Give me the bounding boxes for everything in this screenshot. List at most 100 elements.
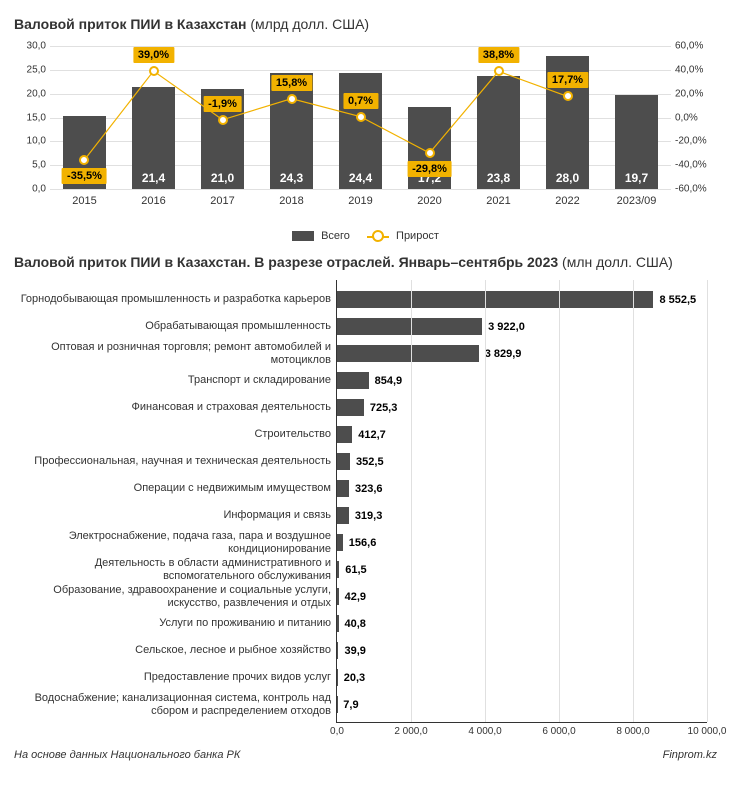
hbar (337, 534, 343, 551)
y-right-label: -20,0% (675, 136, 717, 147)
hbar-value-label: 7,9 (343, 699, 358, 711)
hbar-value-label: 412,7 (358, 429, 386, 441)
hbar-category-label: Горнодобывающая промышленность и разрабо… (19, 293, 337, 306)
growth-badge: 39,0% (133, 47, 174, 63)
hbar-category-label: Финансовая и страховая деятельность (19, 401, 337, 414)
x-gridline (485, 280, 486, 722)
hbar-row: Оптовая и розничная торговля; ремонт авт… (337, 340, 707, 367)
y-right-label: -60,0% (675, 184, 717, 195)
x-category-label: 2017 (188, 195, 257, 207)
hbar (337, 507, 349, 524)
hbar-row: Электроснабжение, подача газа, пара и во… (337, 529, 707, 556)
y-left-label: 15,0 (14, 112, 46, 123)
growth-badge: -29,8% (407, 161, 452, 177)
line-marker (494, 66, 504, 76)
hbar-row: Профессиональная, научная и техническая … (337, 448, 707, 475)
hbar-value-label: 8 552,5 (659, 294, 696, 306)
hbar (337, 291, 653, 308)
y-left-label: 0,0 (14, 184, 46, 195)
x-gridline (411, 280, 412, 722)
hbar-row: Транспорт и складирование854,9 (337, 367, 707, 394)
growth-badge: -35,5% (62, 168, 107, 184)
hbar-row: Образование, здравоохранение и социальны… (337, 583, 707, 610)
x-gridline (559, 280, 560, 722)
growth-badge: 15,8% (271, 75, 312, 91)
hbar (337, 588, 339, 605)
hbar-value-label: 725,3 (370, 402, 398, 414)
hbar-value-label: 323,6 (355, 483, 383, 495)
line-marker (79, 155, 89, 165)
line-marker (218, 115, 228, 125)
y-right-label: 20,0% (675, 88, 717, 99)
x-gridline (707, 280, 708, 722)
hbar-value-label: 319,3 (355, 510, 383, 522)
growth-badge: -1,9% (203, 96, 242, 112)
x-category-label: 2022 (533, 195, 602, 207)
gridline (50, 189, 671, 190)
hbar-value-label: 3 922,0 (488, 321, 525, 333)
chart1-title-bold: Валовой приток ПИИ в Казахстан (14, 16, 247, 32)
x-category-label: 2016 (119, 195, 188, 207)
y-left-label: 20,0 (14, 88, 46, 99)
y-left-label: 5,0 (14, 160, 46, 171)
hbar-row: Обрабатывающая промышленность3 922,0 (337, 313, 707, 340)
hbar-category-label: Деятельность в области административного… (19, 557, 337, 582)
chart2-title: Валовой приток ПИИ в Казахстан. В разрез… (14, 254, 717, 270)
hbar (337, 669, 338, 686)
hbar (337, 453, 350, 470)
hbar (337, 399, 364, 416)
chart2-title-unit: (млн долл. США) (562, 254, 673, 270)
hbar-category-label: Сельское, лесное и рыбное хозяйство (19, 644, 337, 657)
growth-badge: 0,7% (343, 93, 378, 109)
y-right-label: 0,0% (675, 112, 717, 123)
hbar-row: Горнодобывающая промышленность и разрабо… (337, 286, 707, 313)
x-axis-label: 4 000,0 (468, 726, 501, 737)
y-left-label: 10,0 (14, 136, 46, 147)
x-category-label: 2019 (326, 195, 395, 207)
hbar-value-label: 40,8 (345, 618, 366, 630)
hbar (337, 561, 339, 578)
hbar (337, 615, 339, 632)
footer-brand: Finprom.kz (663, 749, 717, 761)
hbar (337, 642, 338, 659)
hbar-category-label: Информация и связь (19, 509, 337, 522)
hbar-row: Сельское, лесное и рыбное хозяйство39,9 (337, 637, 707, 664)
hbar (337, 345, 479, 362)
footer: На основе данных Национального банка РК … (14, 749, 717, 761)
hbar-category-label: Профессиональная, научная и техническая … (19, 455, 337, 468)
hbar (337, 372, 369, 389)
x-category-label: 2021 (464, 195, 533, 207)
chart1-title-unit: (млрд долл. США) (250, 16, 369, 32)
line-marker (563, 91, 573, 101)
hbar-category-label: Образование, здравоохранение и социальны… (19, 584, 337, 609)
x-axis-label: 6 000,0 (542, 726, 575, 737)
hbar-category-label: Транспорт и складирование (19, 374, 337, 387)
chart1-legend: Всего Прирост (14, 230, 717, 242)
hbar (337, 480, 349, 497)
x-axis-label: 8 000,0 (616, 726, 649, 737)
x-axis-label: 10 000,0 (688, 726, 727, 737)
hbar-category-label: Обрабатывающая промышленность (19, 320, 337, 333)
x-axis-label: 0,0 (330, 726, 344, 737)
x-category-label: 2015 (50, 195, 119, 207)
hbar-value-label: 20,3 (344, 672, 365, 684)
legend-swatch-bar (292, 231, 314, 241)
hbar-value-label: 352,5 (356, 456, 384, 468)
hbar-category-label: Строительство (19, 428, 337, 441)
hbar-chart: Горнодобывающая промышленность и разрабо… (14, 280, 717, 723)
x-gridline (633, 280, 634, 722)
chart2-title-bold: Валовой приток ПИИ в Казахстан. В разрез… (14, 254, 558, 270)
x-category-label: 2018 (257, 195, 326, 207)
hbar-category-label: Водоснабжение; канализационная система, … (19, 692, 337, 717)
hbar-category-label: Предоставление прочих видов услуг (19, 671, 337, 684)
hbar-row: Строительство412,7 (337, 421, 707, 448)
hbar-category-label: Операции с недвижимым имуществом (19, 482, 337, 495)
hbar-value-label: 156,6 (349, 537, 377, 549)
legend-label-growth: Прирост (396, 230, 439, 242)
hbar (337, 318, 482, 335)
hbar-value-label: 39,9 (344, 645, 365, 657)
hbar-row: Услуги по проживанию и питанию40,8 (337, 610, 707, 637)
hbar-row: Операции с недвижимым имуществом323,6 (337, 475, 707, 502)
growth-badge: 38,8% (478, 47, 519, 63)
x-category-label: 2023/09 (602, 195, 671, 207)
